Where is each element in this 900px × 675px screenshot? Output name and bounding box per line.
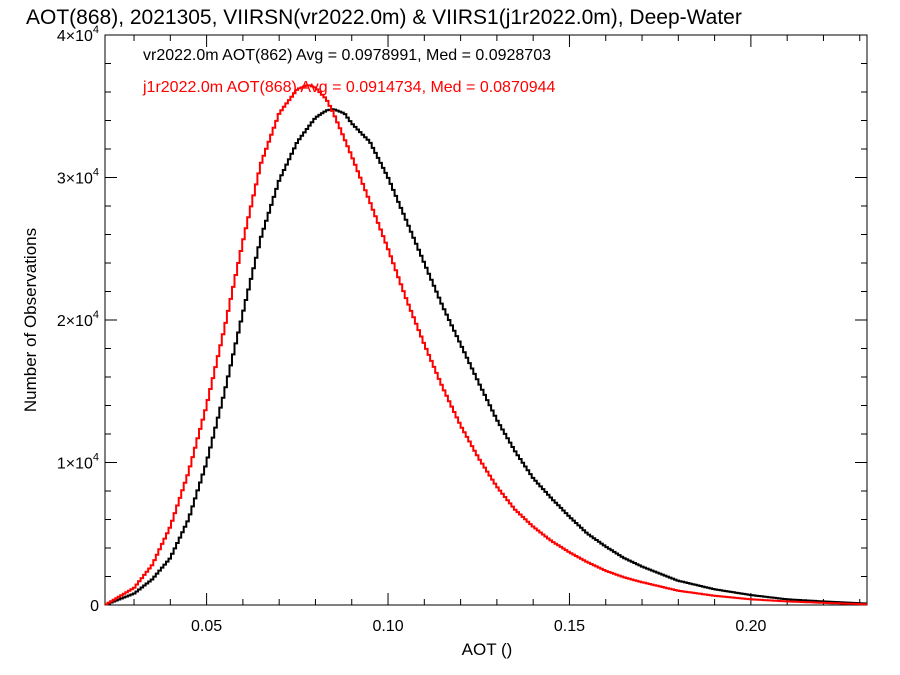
series-lines (105, 84, 867, 606)
plot-frame (104, 34, 868, 606)
y-tick-label: 3×104 (57, 167, 99, 188)
y-tick-label: 0 (90, 598, 99, 615)
x-tick-label: 0.20 (735, 618, 766, 635)
y-tick-label: 1×104 (57, 452, 99, 473)
y-axis-label: Number of Observations (21, 228, 40, 412)
x-axis-label: AOT () (462, 640, 513, 659)
axis-ticks: 0.05 0.10 0.15 0.20 0 1×104 2×104 3×104 4×104 (57, 24, 867, 635)
series-line-1 (105, 84, 867, 606)
plot-area-border (104, 34, 868, 606)
y-tick-label: 2×104 (57, 309, 99, 330)
x-tick-label: 0.15 (554, 618, 585, 635)
series-line-0 (105, 108, 867, 606)
y-tick-label: 4×104 (57, 24, 99, 45)
chart-title: AOT(868), 2021305, VIIRSN(vr2022.0m) & V… (26, 6, 742, 29)
x-tick-label: 0.10 (372, 618, 403, 635)
x-tick-label: 0.05 (191, 618, 222, 635)
annotation-black-stats: vr2022.0m AOT(862) Avg = 0.0978991, Med … (143, 47, 551, 64)
annotation-red-stats: j1r2022.0m AOT(868) Avg = 0.0914734, Med… (142, 79, 556, 96)
